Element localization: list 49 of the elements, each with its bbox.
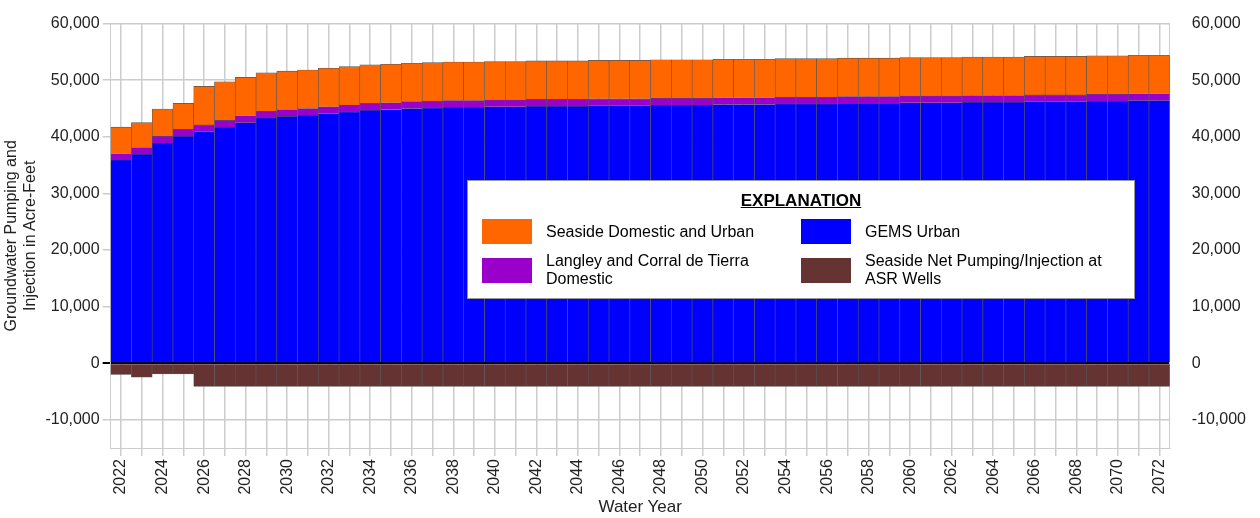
x-tick-label: 2042 xyxy=(526,458,544,495)
x-tick-label: 2052 xyxy=(734,458,752,495)
legend-label: GEMS Urban xyxy=(865,222,962,241)
x-tick-label: 2070 xyxy=(1108,458,1126,495)
x-tick-label: 2026 xyxy=(194,458,212,495)
legend-label: Seaside Net Pumping/Injection at ASR Wells xyxy=(865,252,1103,288)
y2-tick-label: 60,000 xyxy=(1191,14,1241,32)
x-tick-label: 2032 xyxy=(319,458,337,495)
x-tick-label: 2064 xyxy=(983,458,1001,495)
x-tick-label: 2034 xyxy=(360,458,378,495)
x-tick-label: 2024 xyxy=(152,458,170,495)
y-tick-label: 10,000 xyxy=(50,296,100,314)
x-tick-label: 2050 xyxy=(692,458,710,495)
y2-tick-label: -10,000 xyxy=(1191,410,1247,428)
x-tick-label: 2066 xyxy=(1025,458,1043,495)
y-tick-label: 40,000 xyxy=(50,127,100,145)
x-tick-label: 2022 xyxy=(111,458,129,495)
x-tick-label: 2030 xyxy=(277,458,295,495)
x-tick-label: 2028 xyxy=(236,458,254,495)
x-tick-label: 2054 xyxy=(775,458,793,495)
y2-tick-label: 0 xyxy=(1191,353,1201,371)
legend-label: Langley and Corral de Tierra Domestic xyxy=(546,252,750,288)
y-tick-label: 30,000 xyxy=(50,183,100,201)
x-tick-label: 2036 xyxy=(402,458,420,495)
legend-title: EXPLANATION xyxy=(739,191,863,211)
y2-tick-label: 20,000 xyxy=(1191,240,1241,258)
y2-tick-label: 40,000 xyxy=(1191,127,1241,145)
y2-tick-label: 30,000 xyxy=(1191,183,1241,201)
x-tick-label: 2056 xyxy=(817,458,835,495)
y2-tick-label: 50,000 xyxy=(1191,70,1241,88)
x-tick-label: 2068 xyxy=(1066,458,1084,495)
y-tick-label: 60,000 xyxy=(50,14,100,32)
x-tick-label: 2060 xyxy=(900,458,918,495)
x-tick-label: 2038 xyxy=(443,458,461,495)
x-tick-label: 2058 xyxy=(859,458,877,495)
y-tick-label: -10,000 xyxy=(45,410,100,428)
x-tick-label: 2046 xyxy=(609,458,627,495)
y2-tick-label: 10,000 xyxy=(1191,296,1241,314)
x-tick-label: 2062 xyxy=(942,458,960,495)
x-tick-label: 2044 xyxy=(568,458,586,495)
y-tick-label: 20,000 xyxy=(50,240,100,258)
x-tick-label: 2040 xyxy=(485,458,503,495)
x-tick-label: 2048 xyxy=(651,458,669,495)
y-axis-title: Groundwater Pumping and Injection in Acre-Feet xyxy=(2,140,39,332)
legend-label: Seaside Domestic and Urban xyxy=(546,222,756,241)
y-tick-label: 0 xyxy=(90,353,100,371)
y-tick-label: 50,000 xyxy=(50,70,100,88)
x-tick-label: 2072 xyxy=(1149,458,1167,495)
x-axis-title: Water Year xyxy=(598,497,683,517)
